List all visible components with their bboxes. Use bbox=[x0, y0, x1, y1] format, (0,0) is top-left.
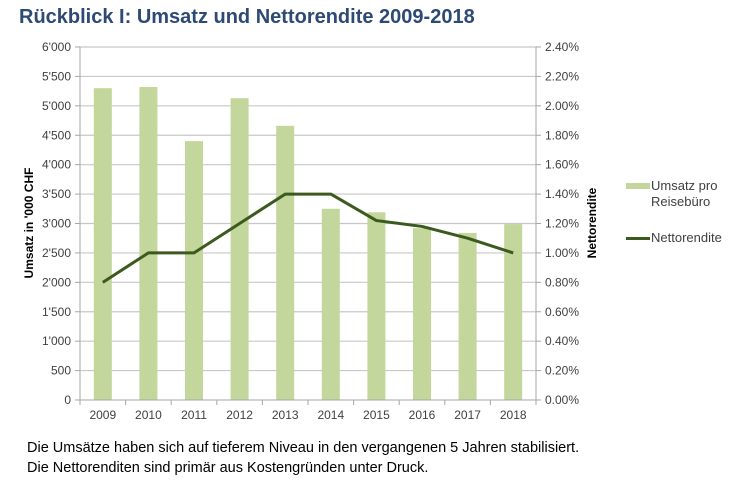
x-tick-label: 2011 bbox=[181, 408, 207, 422]
y2-tick-label: 0.60% bbox=[545, 305, 579, 319]
y2-tick-label: 2.00% bbox=[545, 99, 579, 113]
y2-tick-label: 0.20% bbox=[545, 364, 579, 378]
y-tick-label: 2'500 bbox=[42, 246, 71, 260]
legend-swatch-bar bbox=[626, 183, 650, 189]
x-tick-label: 2018 bbox=[500, 408, 527, 422]
bar-2015 bbox=[367, 212, 386, 400]
legend-label: Umsatz pro Reisebüro bbox=[651, 178, 718, 209]
chart-title: Rückblick I: Umsatz und Nettorendite 200… bbox=[19, 6, 475, 28]
legend: Umsatz pro Reisebüro Nettorendite bbox=[626, 178, 730, 266]
y-tick-label: 4'500 bbox=[42, 128, 71, 142]
bar-2017 bbox=[458, 232, 477, 400]
bar-2018 bbox=[504, 224, 523, 400]
caption-line-1: Die Umsätze haben sich auf tieferem Nive… bbox=[27, 440, 580, 456]
caption: Die Umsätze haben sich auf tieferem Nive… bbox=[27, 438, 579, 478]
y-tick-label: 2'000 bbox=[42, 275, 71, 289]
x-tick-label: 2014 bbox=[317, 408, 344, 422]
y-axis-label: Umsatz in '000 CHF bbox=[22, 168, 36, 279]
y-tick-label: 1'500 bbox=[42, 305, 71, 319]
legend-item-nettorendite: Nettorendite bbox=[626, 230, 730, 246]
bar-2009 bbox=[93, 88, 112, 400]
bar-2010 bbox=[139, 87, 158, 401]
x-tick-label: 2016 bbox=[409, 408, 436, 422]
y2-tick-label: 2.40% bbox=[545, 40, 579, 54]
axes bbox=[75, 46, 541, 405]
y2-tick-label: 1.80% bbox=[545, 128, 579, 142]
y2-axis-label: Nettorendite bbox=[585, 187, 599, 258]
y2-tick-label: 0.00% bbox=[545, 393, 579, 407]
bar-2014 bbox=[321, 208, 340, 400]
y-tick-label: 500 bbox=[51, 364, 71, 378]
x-tick-label: 2010 bbox=[135, 408, 162, 422]
y2-tick-label: 2.20% bbox=[545, 69, 579, 83]
caption-line-2: Die Nettorenditen sind primär aus Kosten… bbox=[27, 460, 429, 476]
y-tick-label: 0 bbox=[64, 393, 71, 407]
y2-tick-label: 1.20% bbox=[545, 217, 579, 231]
line-series bbox=[101, 192, 514, 284]
y2-tick-label: 1.40% bbox=[545, 187, 579, 201]
y-tick-label: 5'500 bbox=[42, 69, 71, 83]
y-tick-label: 5'000 bbox=[42, 99, 71, 113]
y2-tick-label: 0.80% bbox=[545, 275, 579, 289]
x-tick-label: 2013 bbox=[272, 408, 299, 422]
bar-2012 bbox=[230, 98, 249, 400]
legend-swatch-line bbox=[626, 237, 650, 240]
y2-tick-label: 1.00% bbox=[545, 246, 579, 260]
y-tick-label: 3'500 bbox=[42, 187, 71, 201]
y2-tick-label: 1.60% bbox=[545, 158, 579, 172]
x-tick-label: 2015 bbox=[363, 408, 390, 422]
bar-2011 bbox=[185, 141, 203, 400]
bar-series bbox=[93, 87, 523, 401]
x-tick-label: 2009 bbox=[89, 408, 116, 422]
y-axis-ticks: 0 500 1'000 1'500 2'000 2'500 3'000 3'500 4'000 4… bbox=[42, 40, 71, 407]
x-tick-label: 2012 bbox=[226, 408, 253, 422]
y2-axis-ticks: 0.00% 0.20% 0.40% 0.60% 0.80% 1.00% 1.20% 1.40%… bbox=[545, 40, 579, 407]
y2-tick-label: 0.40% bbox=[545, 334, 579, 348]
bar-2016 bbox=[413, 228, 431, 400]
y-tick-label: 3'000 bbox=[42, 217, 71, 231]
x-axis-ticks: 2009 2010 2011 2012 2013 2014 2015 2016 2017 2018 bbox=[89, 408, 526, 422]
legend-label: Nettorendite bbox=[651, 230, 722, 245]
y-tick-label: 6'000 bbox=[42, 40, 71, 54]
legend-item-umsatz: Umsatz pro Reisebüro bbox=[626, 178, 730, 210]
x-tick-label: 2017 bbox=[454, 408, 481, 422]
y-tick-label: 4'000 bbox=[42, 158, 71, 172]
nettorendite-line bbox=[101, 192, 514, 284]
bar-2013 bbox=[276, 125, 295, 400]
y-tick-label: 1'000 bbox=[42, 334, 71, 348]
